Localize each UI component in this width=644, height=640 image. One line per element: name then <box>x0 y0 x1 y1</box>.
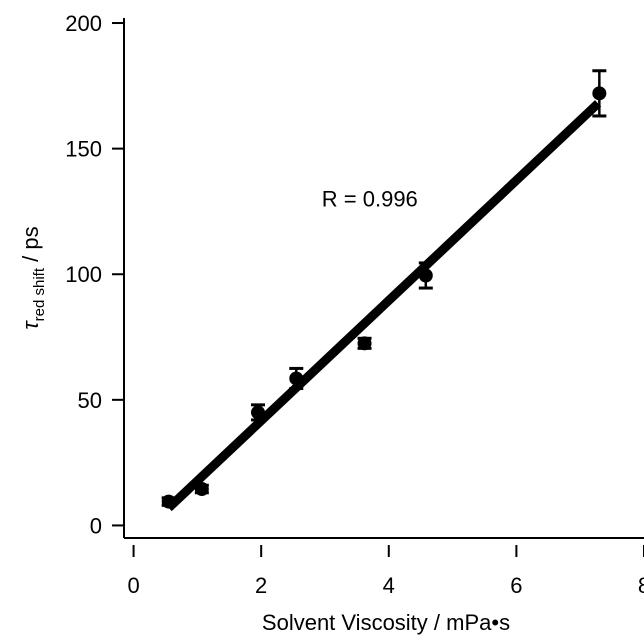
fit-line-group <box>165 100 602 512</box>
data-point <box>289 371 304 386</box>
y-tick-label: 0 <box>90 513 102 538</box>
r-value-annotation: R = 0.996 <box>322 186 418 211</box>
axes <box>112 18 644 557</box>
data-point <box>250 405 265 420</box>
data-point <box>161 494 176 509</box>
y-tick-label: 50 <box>78 388 102 413</box>
y-tick-label: 150 <box>65 137 102 162</box>
y-tick-label: 100 <box>65 262 102 287</box>
x-tick-label: 6 <box>510 573 522 598</box>
y-axis-title: τred shift / ps <box>18 226 48 329</box>
data-point <box>357 336 372 351</box>
x-tick-label: 2 <box>255 573 267 598</box>
x-tick-label: 4 <box>383 573 395 598</box>
x-tick-label: 0 <box>127 573 139 598</box>
x-tick-label: 8 <box>638 573 644 598</box>
labels: 0 50 100 150 200 0 2 4 6 8 Solvent Viscosity / mPa… <box>18 11 644 635</box>
y-axis-title-subscript: red shift <box>31 267 48 321</box>
y-tick-label: 200 <box>65 11 102 36</box>
y-axis-title-unit: / ps <box>18 226 43 268</box>
y-axis-title-symbol: τ <box>18 320 43 330</box>
data-point <box>592 86 607 101</box>
data-points <box>161 69 607 509</box>
data-point <box>418 268 433 283</box>
x-axis-title: Solvent Viscosity / mPa•s <box>262 610 510 635</box>
fit-line <box>165 100 602 512</box>
data-point <box>194 482 209 497</box>
